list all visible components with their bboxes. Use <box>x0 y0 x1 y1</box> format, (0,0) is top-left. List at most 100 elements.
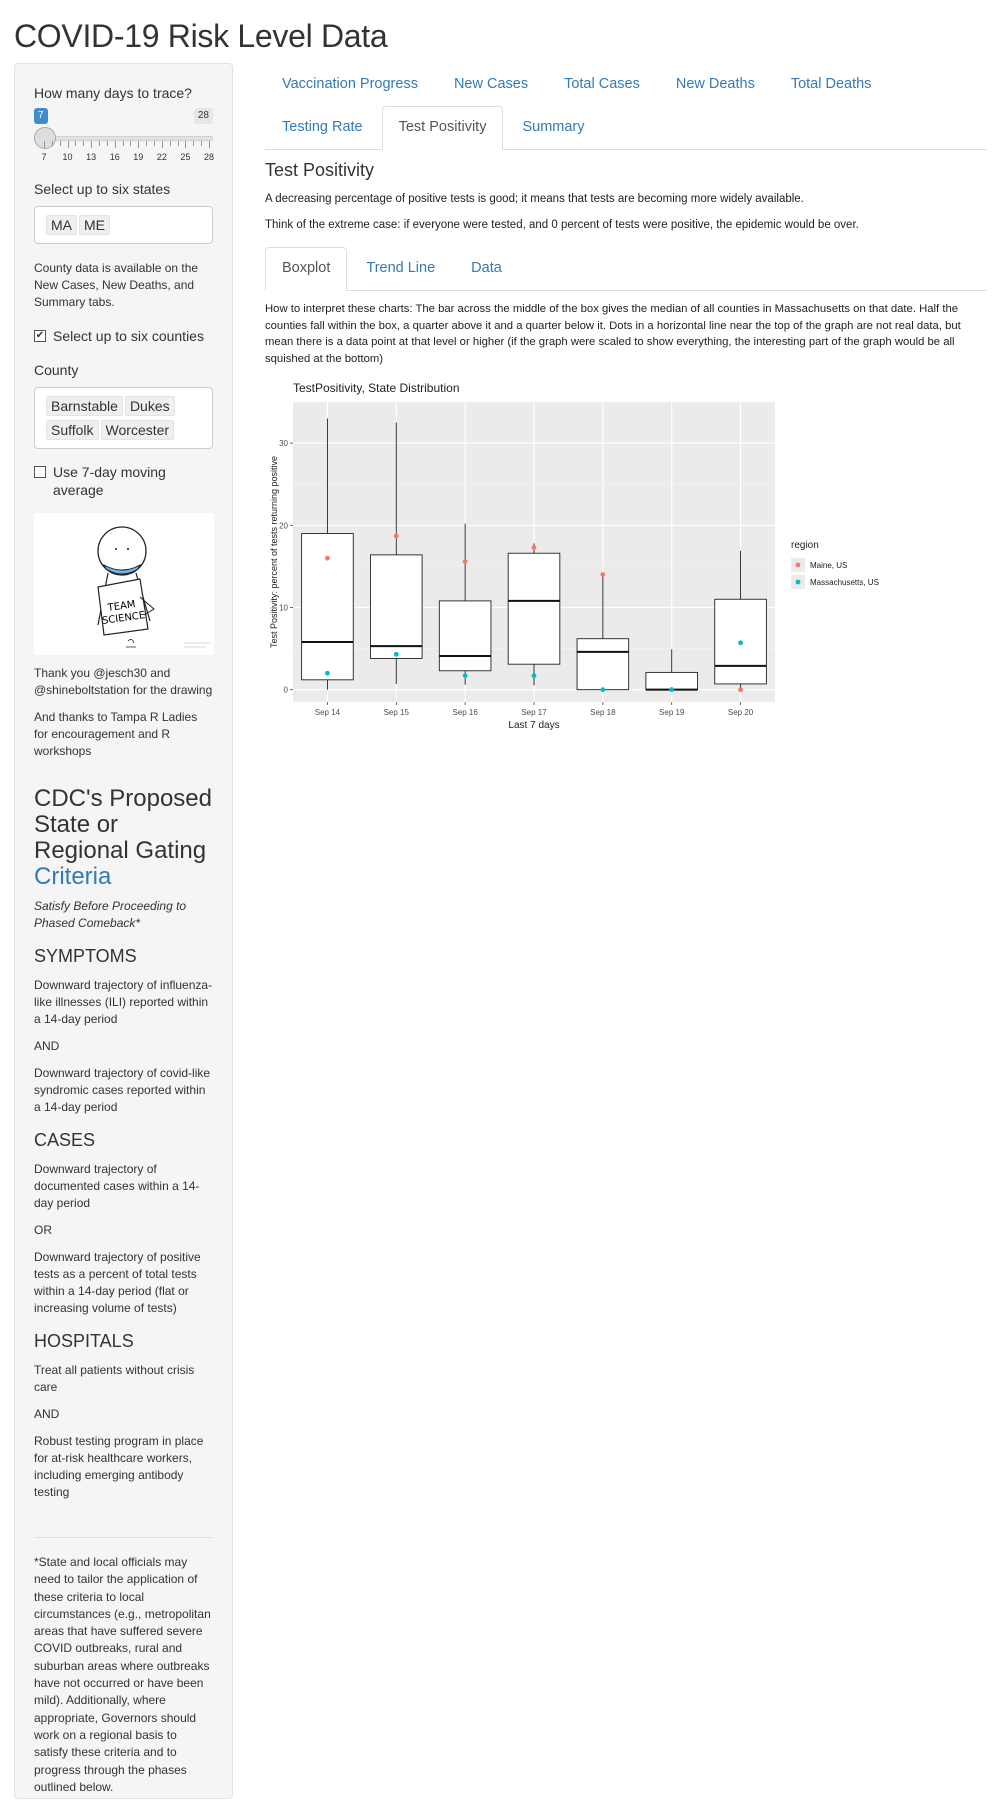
hospitals-criterion-2: Robust testing program in place for at-r… <box>34 1434 204 1499</box>
slider-tick <box>154 141 155 146</box>
cdc-subtitle: Satisfy Before Proceeding to Phased Come… <box>34 899 187 930</box>
tab-total-deaths[interactable]: Total Deaths <box>790 76 872 92</box>
cases-criterion-2: Downward trajectory of positive tests as… <box>34 1250 201 1315</box>
drawing-text-line1: TEAM <box>106 599 136 614</box>
data-point-massachusetts-us <box>462 673 468 679</box>
x-tick-label: Sep 16 <box>452 708 478 717</box>
cases-heading: CASES <box>34 1130 96 1150</box>
or-connector: OR <box>34 1223 52 1237</box>
tab-new-deaths[interactable]: New Deaths <box>675 76 755 92</box>
slider-tick-label: 28 <box>203 152 215 162</box>
slider-tick <box>201 141 203 146</box>
x-tick-label: Sep 20 <box>728 708 754 717</box>
county-label: County <box>34 362 79 378</box>
data-point-massachusetts-us <box>531 673 537 679</box>
slider-tick <box>209 141 210 148</box>
subtab-trend-line[interactable]: Trend Line <box>366 260 436 276</box>
slider-max-badge: 28 <box>193 108 213 124</box>
x-tick-label: Sep 15 <box>384 708 410 717</box>
x-tick-label: Sep 17 <box>521 708 547 717</box>
states-select[interactable]: MA ME <box>34 206 213 244</box>
tab-vaccination-progress[interactable]: Vaccination Progress <box>282 76 418 92</box>
slider-ticks <box>44 141 210 149</box>
slider-tick-labels: 7 10 13 16 19 22 25 28 <box>34 152 215 164</box>
select-counties-checkbox[interactable]: ✔ <box>34 330 46 342</box>
chart-subtabs: Boxplot Trend Line Data <box>265 247 987 291</box>
data-point-massachusetts-us <box>393 651 399 657</box>
slider-handle[interactable] <box>34 127 56 149</box>
criteria-link[interactable]: Criteria <box>34 863 112 890</box>
slider-tick-label: 13 <box>86 152 97 162</box>
y-tick-label: 20 <box>279 521 288 530</box>
y-axis-title: Test Positivity: percent of tests return… <box>269 456 279 648</box>
select-counties-checkbox-row[interactable]: ✔ Select up to six counties <box>34 327 213 345</box>
tab-summary[interactable]: Summary <box>522 119 585 135</box>
state-chip[interactable]: ME <box>79 215 110 235</box>
state-chip[interactable]: MA <box>46 215 77 235</box>
cdc-criteria-title: CDC's Proposed State or Regional Gating … <box>34 786 213 890</box>
states-label: Select up to six states <box>34 181 171 197</box>
slider-tick-label: 25 <box>180 152 191 162</box>
county-chip[interactable]: Suffolk <box>46 420 99 440</box>
slider-tick <box>75 141 77 146</box>
slider-tick <box>91 141 93 148</box>
days-label: How many days to trace? <box>34 85 192 101</box>
interpretation-text: How to interpret these charts: The bar a… <box>265 303 961 365</box>
section-title: Test Positivity <box>265 160 375 180</box>
sidebar-panel: How many days to trace? 7 28 7 10 13 16 19 22… <box>14 63 233 1799</box>
data-point-massachusetts-us <box>738 640 743 646</box>
x-tick-label: Sep 14 <box>315 708 341 717</box>
and-connector-1: AND <box>34 1039 60 1053</box>
legend-label: Maine, US <box>810 561 847 570</box>
slider-tick-label: 7 <box>41 152 47 162</box>
tab-new-cases[interactable]: New Cases <box>453 76 529 92</box>
slider-tick <box>99 141 100 146</box>
symptoms-criterion-2: Downward trajectory of covid-like syndro… <box>34 1066 211 1114</box>
data-point-massachusetts-us <box>669 687 675 693</box>
slider-tick <box>44 141 45 148</box>
county-chip[interactable]: Barnstable <box>46 396 123 416</box>
description-1: A decreasing percentage of positive test… <box>265 193 804 205</box>
subtab-data[interactable]: Data <box>471 260 502 276</box>
tab-total-cases[interactable]: Total Cases <box>564 76 640 92</box>
y-tick-label: 0 <box>284 686 289 695</box>
subtab-boxplot[interactable]: Boxplot <box>265 247 348 291</box>
team-science-drawing: TEAM SCIENCE <box>34 513 214 655</box>
moving-average-checkbox[interactable] <box>34 466 46 478</box>
county-chip[interactable]: Worcester <box>100 420 175 440</box>
data-point-maine-us <box>393 533 399 539</box>
tab-test-positivity[interactable]: Test Positivity <box>381 106 504 150</box>
moving-average-label: Use 7-day moving average <box>53 464 166 498</box>
county-select[interactable]: Barnstable Dukes Suffolk Worcester <box>34 387 213 449</box>
box <box>645 671 698 691</box>
slider-value-badge: 7 <box>34 108 48 124</box>
boxplot-chart: TestPositivity, State Distribution 0 10 20 3… <box>265 377 987 797</box>
slider-tick <box>185 141 187 148</box>
legend-title: region <box>791 540 819 551</box>
legend-key <box>795 579 801 585</box>
slider-tick <box>138 141 140 148</box>
moving-average-checkbox-row[interactable]: Use 7-day moving average <box>34 463 213 499</box>
slider-tick <box>177 141 179 146</box>
data-point-maine-us <box>462 559 468 564</box>
county-note: County data is available on the New Case… <box>34 261 199 309</box>
slider-tick <box>161 141 163 148</box>
box <box>438 600 492 672</box>
x-tick-label: Sep 19 <box>659 708 685 717</box>
symptoms-heading: SYMPTOMS <box>34 946 137 966</box>
slider-tick <box>67 141 69 148</box>
data-point-maine-us <box>531 545 537 550</box>
data-point-massachusetts-us <box>325 670 330 676</box>
tab-testing-rate[interactable]: Testing Rate <box>282 119 363 135</box>
slider-tick <box>59 141 61 146</box>
county-chip[interactable]: Dukes <box>124 396 175 416</box>
data-point-maine-us <box>325 555 330 561</box>
data-point-maine-us <box>600 572 606 578</box>
days-slider[interactable]: 7 28 7 10 13 16 19 22 25 28 <box>34 108 215 164</box>
slider-tick-label: 19 <box>133 152 144 162</box>
slider-tick <box>130 141 132 146</box>
hospitals-heading: HOSPITALS <box>34 1331 134 1351</box>
data-point-maine-us <box>738 687 743 693</box>
and-connector-2: AND <box>34 1407 60 1421</box>
main-tabs: Vaccination Progress New Cases Total Cases… <box>265 63 987 150</box>
